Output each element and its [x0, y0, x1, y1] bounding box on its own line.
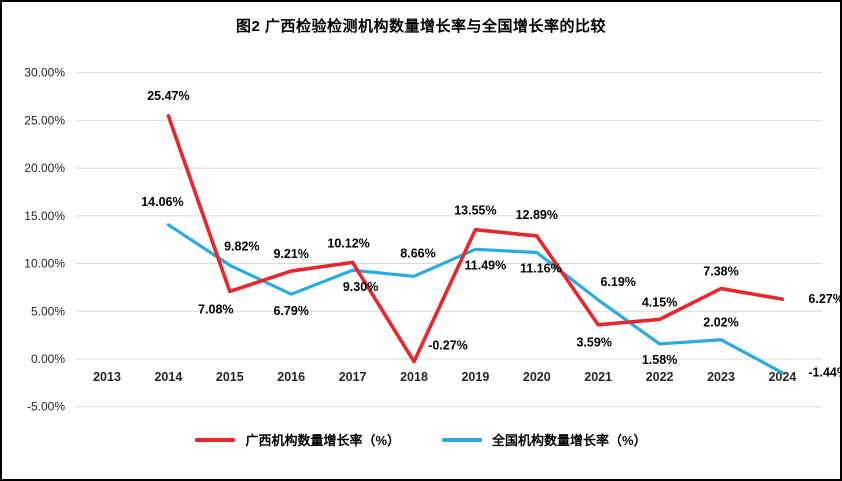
y-tick-label: 30.00%: [24, 66, 65, 80]
data-label: 13.55%: [454, 204, 496, 218]
x-tick-label: 2020: [523, 370, 551, 384]
legend-label-guangxi: 广西机构数量增长率（%）: [245, 433, 400, 448]
y-tick-label: 5.00%: [31, 304, 65, 318]
legend: 广西机构数量增长率（%） 全国机构数量增长率（%）: [2, 430, 840, 449]
data-label: 9.21%: [273, 247, 308, 261]
x-tick-label: 2013: [93, 370, 121, 384]
data-label: 11.16%: [520, 261, 562, 275]
data-label: 3.59%: [576, 336, 611, 350]
data-label: 8.66%: [400, 246, 435, 260]
x-tick-label: 2021: [584, 370, 612, 384]
chart-title: 图2 广西检验检测机构数量增长率与全国增长率的比较: [235, 18, 606, 35]
x-tick-label: 2014: [154, 370, 182, 384]
y-tick-label: 20.00%: [24, 161, 65, 175]
data-label: 2.02%: [703, 316, 738, 330]
x-tick-label: 2018: [400, 370, 428, 384]
national-line-swatch: [442, 437, 482, 442]
data-label: 12.89%: [516, 208, 558, 222]
legend-item-national: 全国机构数量增长率（%）: [442, 430, 647, 449]
x-tick-label: 2022: [646, 370, 674, 384]
y-tick-label: 0.00%: [31, 352, 65, 366]
data-label: 11.49%: [465, 258, 507, 272]
data-label: 6.19%: [600, 275, 635, 289]
x-tick-label: 2016: [277, 370, 305, 384]
data-label: 6.79%: [273, 304, 308, 318]
data-label: 14.06%: [141, 195, 183, 209]
y-tick-label: 10.00%: [24, 257, 65, 271]
x-tick-label: 2024: [768, 370, 796, 384]
data-label: 7.08%: [198, 302, 233, 316]
data-label: -0.27%: [428, 339, 468, 353]
x-tick-label: 2023: [707, 370, 735, 384]
data-label: -1.44%: [808, 366, 842, 380]
data-label: 9.82%: [224, 239, 259, 253]
data-label: 4.15%: [642, 295, 677, 309]
data-label: 7.38%: [703, 265, 738, 279]
y-tick-label: 25.00%: [24, 113, 65, 127]
x-tick-label: 2017: [339, 370, 367, 384]
series-line-national: [166, 223, 785, 375]
data-label: 6.27%: [808, 292, 842, 306]
guangxi-line-swatch: [195, 437, 236, 442]
series-line-guangxi: [166, 114, 785, 364]
x-tick-label: 2015: [216, 370, 244, 384]
x-tick-label: 2019: [461, 370, 489, 384]
legend-label-national: 全国机构数量增长率（%）: [492, 433, 647, 448]
data-label: 25.47%: [147, 89, 189, 103]
data-label: 10.12%: [327, 236, 369, 250]
y-tick-label: -5.00%: [27, 400, 65, 414]
data-label: 9.30%: [343, 280, 378, 294]
y-tick-label: 15.00%: [24, 209, 65, 223]
legend-item-guangxi: 广西机构数量增长率（%）: [195, 430, 400, 449]
data-label: 1.58%: [642, 353, 677, 367]
